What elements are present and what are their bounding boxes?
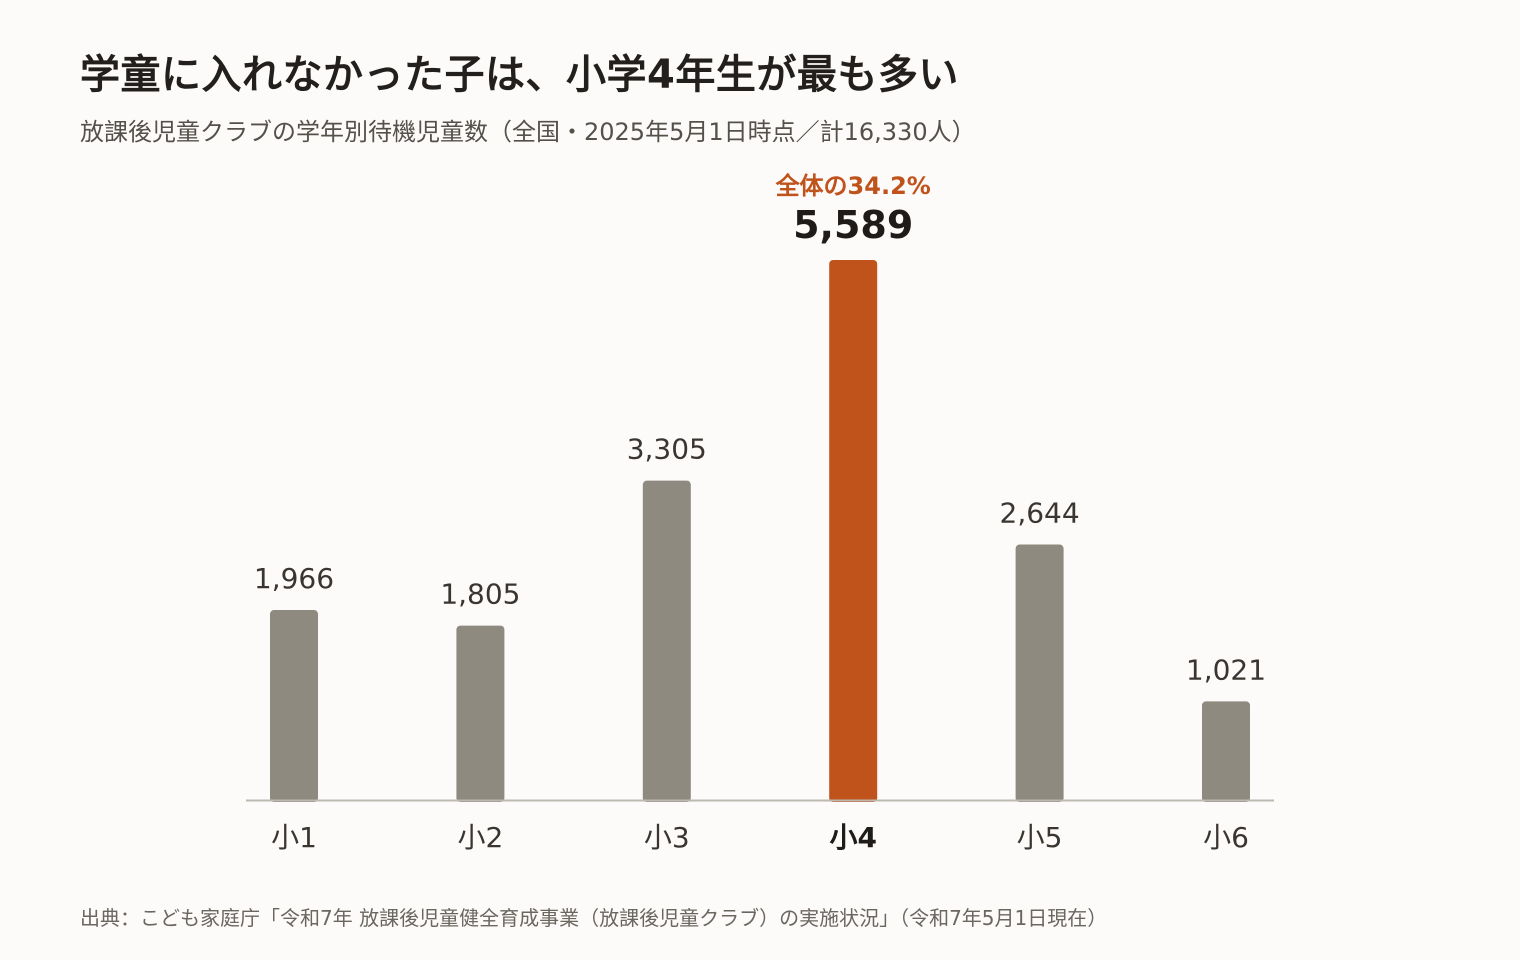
bar	[456, 625, 505, 802]
x-tick-label: 小5	[1017, 821, 1063, 854]
x-tick-label: 小4	[829, 821, 876, 854]
bar	[642, 480, 691, 802]
value-label: 1,805	[440, 578, 520, 611]
value-label: 1,021	[1186, 653, 1266, 686]
chart-title: 学童に入れなかった子は、小学4年生が最も多い	[80, 52, 959, 98]
bar	[270, 610, 318, 802]
value-label: 5,589	[793, 203, 913, 247]
x-tick-label: 小2	[457, 821, 503, 854]
x-tick-label: 小3	[644, 821, 690, 854]
x-tick-label: 小1	[271, 821, 317, 854]
highlight-annotation: 全体の34.2%	[775, 172, 931, 200]
x-tick-label: 小6	[1203, 821, 1249, 854]
chart-subtitle: 放課後児童クラブの学年別待機児童数（全国・2025年5月1日時点／計16,330…	[80, 118, 976, 146]
value-label: 2,644	[1000, 497, 1080, 530]
bar	[1202, 701, 1250, 802]
value-label: 1,966	[254, 562, 334, 595]
value-label: 3,305	[627, 433, 707, 466]
bar	[1015, 544, 1064, 802]
bar-highlight	[829, 260, 878, 802]
source-note: 出典：こども家庭庁「令和7年 放課後児童健全育成事業（放課後児童クラブ）の実施状…	[80, 906, 1108, 930]
